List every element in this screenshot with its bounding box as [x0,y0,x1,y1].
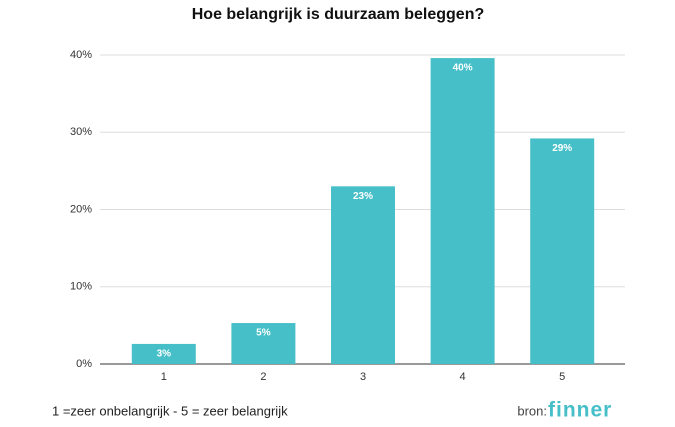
data-label: 40% [453,63,473,74]
y-tick-label: 10% [70,281,92,293]
source-label: bron: [517,403,547,418]
bar [530,138,595,364]
y-tick-label: 30% [70,126,92,138]
x-tick-label: 2 [260,371,266,383]
data-label: 29% [552,143,572,154]
bar [231,323,296,364]
data-label: 5% [256,328,271,339]
caption: 1 =zeer onbelangrijk - 5 = zeer belangri… [52,403,288,418]
data-label: 3% [157,349,172,360]
y-tick-label: 0% [76,358,92,370]
data-label: 23% [353,191,373,202]
x-tick-label: 5 [559,371,565,383]
source-logo: finner [548,399,612,422]
x-tick-label: 4 [460,371,466,383]
bar [331,186,395,364]
bar [131,343,196,364]
bar [430,58,495,365]
y-tick-label: 40% [70,49,92,61]
y-tick-label: 20% [70,203,92,215]
x-tick-label: 3 [360,371,366,383]
chart-title: Hoe belangrijk is duurzaam beleggen? [192,6,485,23]
x-tick-label: 1 [161,371,167,383]
